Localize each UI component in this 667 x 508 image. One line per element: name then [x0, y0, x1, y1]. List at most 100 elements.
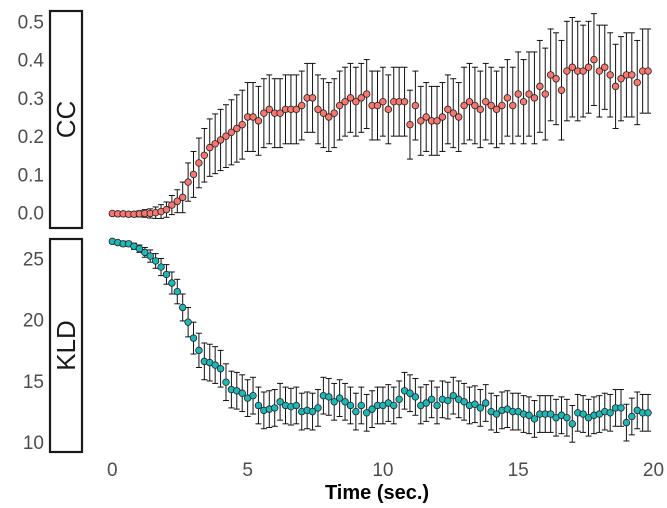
cc-data-point	[644, 67, 652, 75]
cc-data-point	[476, 105, 485, 114]
kld-data-point	[195, 346, 203, 355]
kld-data-point	[308, 407, 317, 416]
cc-strip	[48, 9, 84, 230]
cc-data-point	[422, 113, 430, 121]
kld-data-point	[151, 257, 160, 265]
kld-data-point	[162, 270, 171, 279]
kld-data-point	[141, 248, 149, 257]
cc-data-point	[633, 78, 641, 87]
x-tick-label: 15	[508, 460, 529, 481]
kld-y-tick-label: 15	[23, 372, 44, 393]
kld-data-point	[178, 303, 187, 312]
cc-data-point	[265, 105, 273, 114]
kld-data-point	[276, 398, 284, 406]
kld-data-point	[168, 279, 176, 287]
cc-data-point	[254, 117, 263, 125]
cc-data-point	[449, 109, 457, 117]
kld-data-point	[628, 412, 636, 421]
cc-data-point	[519, 97, 528, 106]
kld-data-point	[406, 389, 414, 397]
cc-y-tick-label: 0.0	[18, 204, 44, 225]
kld-data-point	[617, 404, 625, 412]
cc-data-point	[433, 117, 441, 125]
cc-data-point	[454, 113, 463, 121]
cc-data-point	[373, 101, 382, 110]
cc-data-point	[492, 105, 501, 114]
cc-data-point	[330, 109, 338, 117]
kld-data-point	[471, 400, 479, 408]
kld-data-point	[238, 389, 246, 397]
kld-data-point	[422, 399, 430, 407]
cc-data-point	[601, 63, 609, 71]
cc-data-point	[460, 101, 468, 110]
cc-data-point	[482, 97, 490, 106]
cc-data-point	[222, 132, 230, 140]
kld-data-point	[184, 318, 192, 326]
kld-data-point	[492, 410, 501, 418]
kld-data-point	[330, 398, 338, 406]
cc-data-point	[438, 113, 447, 121]
cc-data-point	[173, 197, 181, 205]
kld-data-point	[427, 395, 436, 404]
cc-data-point	[298, 101, 306, 110]
cc-data-point	[595, 67, 604, 75]
kld-data-point	[254, 401, 263, 410]
kld-data-point	[546, 410, 555, 418]
x-tick-label: 10	[372, 460, 393, 481]
kld-data-point	[173, 287, 181, 296]
kld-data-point	[622, 418, 631, 427]
kld-data-point	[579, 410, 587, 418]
kld-data-point	[530, 415, 539, 423]
cc-data-point	[503, 94, 512, 102]
cc-data-point	[233, 124, 241, 133]
cc-data-point	[530, 94, 539, 102]
cc-data-point	[590, 55, 598, 64]
kld-strip	[48, 237, 84, 454]
cc-data-point	[444, 105, 452, 114]
kld-panel: 10 15 20 25	[23, 237, 652, 454]
cc-data-point	[552, 75, 560, 83]
kld-data-point	[270, 404, 279, 412]
kld-data-point	[433, 401, 441, 410]
kld-data-point	[568, 420, 577, 428]
cc-data-point	[628, 71, 636, 79]
kld-data-point	[249, 391, 257, 400]
cc-data-point	[227, 128, 236, 137]
cc-y-tick-label: 0.2	[18, 127, 44, 148]
cc-data-point	[362, 90, 371, 98]
kld-data-point	[563, 414, 571, 422]
cc-data-point	[557, 86, 566, 94]
kld-data-point	[211, 361, 219, 369]
kld-y-tick-label: 10	[23, 433, 44, 454]
cc-data-point	[498, 101, 506, 110]
cc-strip-label: CC	[51, 101, 81, 139]
cc-data-point	[541, 90, 549, 98]
cc-data-point	[417, 117, 425, 125]
cc-data-point	[617, 75, 625, 83]
cc-data-point	[216, 136, 225, 144]
kld-data-point	[135, 244, 144, 253]
cc-data-point	[563, 67, 571, 75]
kld-data-point	[357, 401, 365, 410]
kld-data-point	[476, 404, 485, 412]
cc-data-point	[568, 63, 577, 71]
cc-data-point	[178, 193, 187, 202]
cc-data-point	[200, 151, 209, 159]
cc-data-point	[184, 178, 192, 186]
kld-data-point	[362, 409, 371, 417]
kld-data-point	[292, 401, 301, 410]
kld-data-point	[216, 365, 225, 373]
cc-data-point	[308, 94, 317, 102]
kld-data-point	[460, 398, 468, 406]
cc-data-point	[162, 205, 171, 214]
cc-data-point	[189, 170, 198, 179]
x-axis: 0 5 10 15 20	[107, 460, 664, 481]
cc-data-point	[335, 101, 344, 110]
kld-data-point	[368, 405, 376, 413]
cc-data-point	[514, 90, 522, 98]
facet-strips: CC KLD	[48, 9, 84, 454]
cc-data-point	[471, 101, 479, 110]
cc-data-point	[319, 109, 328, 117]
cc-y-tick-label: 0.3	[18, 89, 44, 110]
